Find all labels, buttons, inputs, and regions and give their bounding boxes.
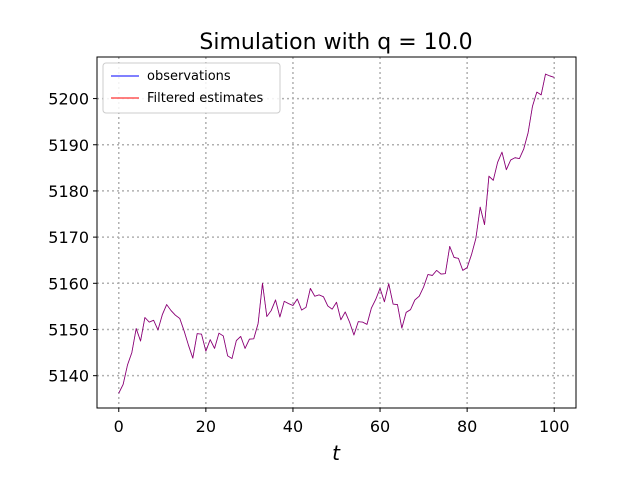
series-layer bbox=[118, 73, 555, 394]
legend-label-observations: observations bbox=[147, 69, 231, 84]
x-axis-label: t bbox=[332, 441, 341, 465]
x-tick-label: 0 bbox=[114, 417, 124, 436]
y-tick-label: 5200 bbox=[48, 90, 89, 109]
x-tick-label: 100 bbox=[539, 417, 570, 436]
y-tick-label: 5150 bbox=[48, 320, 89, 339]
series-line-filtered-estimates bbox=[118, 73, 555, 394]
x-tick-label: 60 bbox=[370, 417, 390, 436]
y-tick-label: 5160 bbox=[48, 274, 89, 293]
plot-frame bbox=[96, 56, 577, 409]
y-tick-label: 5170 bbox=[48, 228, 89, 247]
legend: observations Filtered estimates bbox=[102, 62, 281, 114]
chart-title: Simulation with q = 10.0 bbox=[199, 30, 472, 55]
x-tick-label: 40 bbox=[283, 417, 303, 436]
y-tick-label: 5140 bbox=[48, 367, 89, 386]
legend-box bbox=[102, 62, 281, 114]
legend-label-filtered-estimates: Filtered estimates bbox=[147, 91, 263, 106]
grid-lines bbox=[97, 57, 576, 408]
axis-ticks: 0 20 40 60 80 100 5140 5150 5160 5170 5180 5190 5200 bbox=[48, 90, 569, 436]
x-tick-label: 80 bbox=[457, 417, 477, 436]
x-tick-label: 20 bbox=[196, 417, 216, 436]
y-tick-label: 5190 bbox=[48, 136, 89, 155]
y-tick-label: 5180 bbox=[48, 182, 89, 201]
